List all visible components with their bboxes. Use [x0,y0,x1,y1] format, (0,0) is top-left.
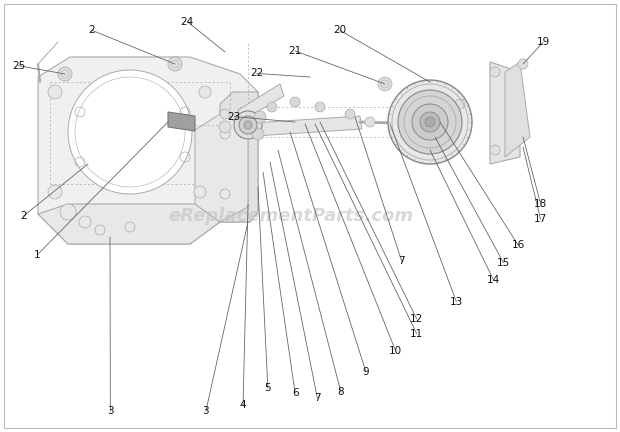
Circle shape [168,57,182,71]
Circle shape [58,67,72,81]
Circle shape [199,86,211,98]
Text: 21: 21 [288,46,302,56]
Circle shape [79,216,91,228]
Text: 1: 1 [34,250,40,260]
Text: 20: 20 [333,25,347,35]
Circle shape [60,204,76,220]
Text: 8: 8 [338,387,344,397]
Circle shape [490,67,500,77]
Text: 2: 2 [89,25,95,35]
Circle shape [420,112,440,132]
Text: 4: 4 [240,400,246,410]
Circle shape [412,104,448,140]
Text: 16: 16 [512,240,525,251]
Text: 19: 19 [536,37,550,48]
Text: 9: 9 [363,366,369,377]
Text: 15: 15 [497,257,510,268]
Circle shape [378,77,392,91]
Polygon shape [38,204,220,244]
Circle shape [219,121,231,133]
Text: 7: 7 [314,393,321,403]
Circle shape [518,59,528,69]
Text: 3: 3 [203,406,209,416]
Text: eReplacementParts.com: eReplacementParts.com [169,207,414,225]
Text: 23: 23 [228,111,241,122]
Circle shape [220,109,230,119]
Circle shape [125,222,135,232]
Polygon shape [238,116,362,137]
Circle shape [254,111,266,123]
Circle shape [239,116,257,134]
Text: 6: 6 [292,388,298,398]
Text: 22: 22 [250,68,264,79]
Text: 18: 18 [534,199,547,209]
Polygon shape [238,84,284,122]
Polygon shape [38,57,258,244]
Text: 11: 11 [410,328,423,339]
Text: 3: 3 [107,406,113,416]
Circle shape [315,102,325,112]
Circle shape [220,129,230,139]
Circle shape [244,121,252,129]
Text: 17: 17 [534,214,547,225]
Circle shape [455,99,465,109]
Text: 12: 12 [410,314,423,324]
Circle shape [48,185,62,199]
Circle shape [95,225,105,235]
Circle shape [490,145,500,155]
Circle shape [267,102,277,112]
Circle shape [365,117,375,127]
Polygon shape [168,112,195,131]
Circle shape [425,117,435,127]
Text: 25: 25 [12,60,25,71]
Circle shape [388,80,472,164]
Text: 14: 14 [487,275,500,285]
Circle shape [398,90,462,154]
Circle shape [68,70,192,194]
Text: 13: 13 [450,296,463,307]
Polygon shape [505,62,530,157]
Polygon shape [220,92,258,222]
Circle shape [220,189,230,199]
Circle shape [234,111,262,139]
Text: 7: 7 [399,256,405,267]
Text: 24: 24 [180,16,194,27]
Circle shape [48,85,62,99]
Polygon shape [490,62,520,164]
Circle shape [194,186,206,198]
Circle shape [290,97,300,107]
Circle shape [252,128,264,140]
Text: 10: 10 [389,346,402,356]
Text: 5: 5 [265,383,271,393]
Circle shape [345,109,355,119]
Polygon shape [195,114,248,222]
Text: 2: 2 [20,211,27,221]
